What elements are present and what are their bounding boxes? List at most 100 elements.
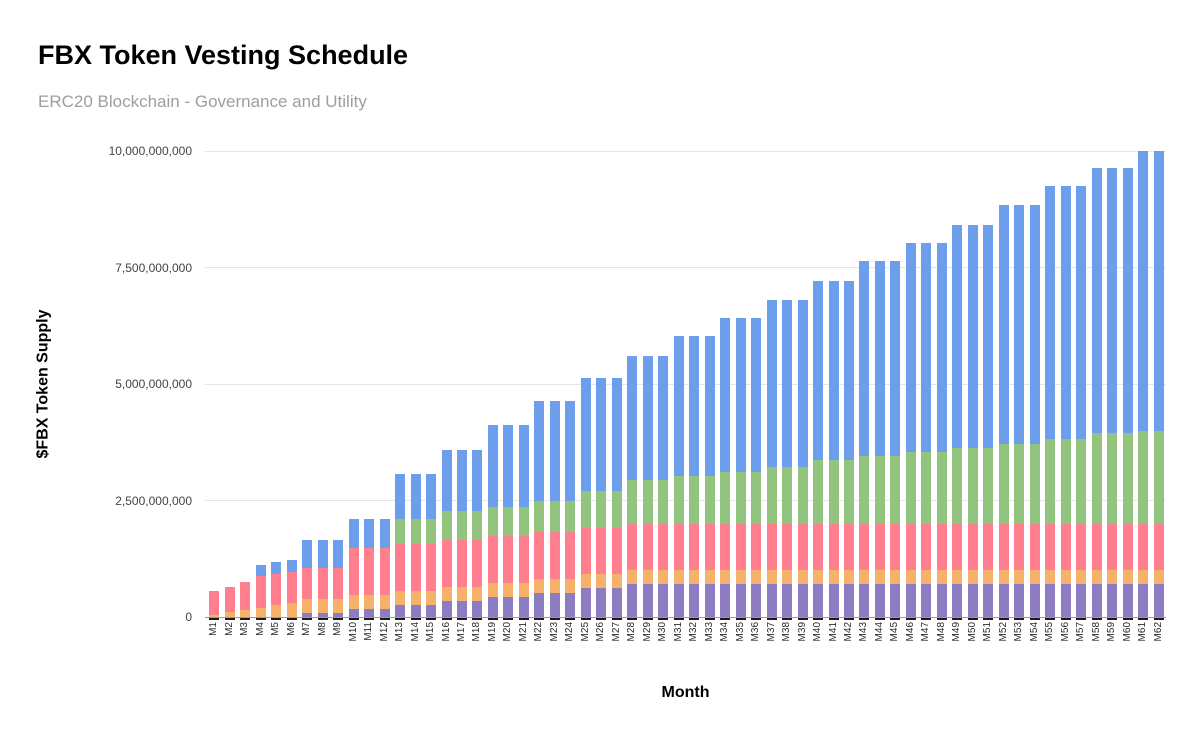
x-axis-tick xyxy=(921,618,932,620)
bar-segment-orange xyxy=(905,570,916,585)
x-tick-label: M49 xyxy=(951,622,963,642)
bar-segment-orange xyxy=(503,582,514,597)
bar-segment-blue xyxy=(967,224,978,449)
bar-segment-orange xyxy=(426,590,437,605)
bar-segment-purple xyxy=(828,584,839,617)
bar-segment-pink xyxy=(1029,523,1040,571)
x-axis-tick xyxy=(859,618,870,620)
bar-segment-pink xyxy=(271,574,282,606)
x-tick-label: M32 xyxy=(688,622,700,642)
bar-segment-purple xyxy=(797,584,808,617)
bar-segment-pink xyxy=(224,586,235,613)
bar-segment-blue xyxy=(936,242,947,453)
bar-segment-purple xyxy=(627,584,638,617)
bar-segment-pink xyxy=(1076,523,1087,571)
x-tick-label: M1 xyxy=(208,622,220,636)
x-tick-label: M53 xyxy=(1013,622,1025,642)
bar-segment-blue xyxy=(1060,186,1071,439)
x-axis-tick xyxy=(348,618,359,620)
bar-segment-pink xyxy=(1122,523,1133,571)
bar-segment-orange xyxy=(441,586,452,601)
x-tick-label: M18 xyxy=(471,622,483,642)
bar-segment-orange xyxy=(286,603,297,617)
bar-segment-green xyxy=(689,476,700,524)
x-tick-label: M24 xyxy=(564,622,576,642)
bar-segment-orange xyxy=(410,590,421,605)
bar-segment-pink xyxy=(1107,523,1118,571)
x-axis-tick xyxy=(642,618,653,620)
bar-segment-blue xyxy=(1014,205,1025,444)
bar-segment-green xyxy=(843,460,854,524)
bar-segment-green xyxy=(813,460,824,524)
x-tick-label: M10 xyxy=(347,622,359,642)
bar-segment-blue xyxy=(317,539,328,568)
x-tick-label: M45 xyxy=(889,622,901,642)
y-axis-title-box: $FBX Token Supply xyxy=(30,151,58,617)
x-tick-label: M11 xyxy=(363,622,375,641)
x-axis-tick xyxy=(271,618,282,620)
x-tick-label: M50 xyxy=(966,622,978,642)
x-tick-label: M19 xyxy=(486,622,498,642)
bar-segment-blue xyxy=(627,356,638,481)
bar-segment-blue xyxy=(782,299,793,467)
bar-segment-blue xyxy=(534,401,545,502)
bar-segment-orange xyxy=(224,612,235,617)
bar-segment-orange xyxy=(1138,570,1149,585)
x-tick-label: M30 xyxy=(657,622,669,642)
bar-segment-blue xyxy=(379,518,390,549)
bar-segment-purple xyxy=(1138,584,1149,617)
x-tick-label: M16 xyxy=(440,622,452,642)
bar-segment-orange xyxy=(813,570,824,585)
bar-segment-orange xyxy=(720,570,731,585)
bar-segment-pink xyxy=(782,523,793,571)
bar-segment-blue xyxy=(797,299,808,467)
bar-segment-pink xyxy=(905,523,916,571)
bar-segment-pink xyxy=(565,531,576,579)
bar-segment-blue xyxy=(905,242,916,453)
x-axis-tick xyxy=(1138,618,1149,620)
x-tick-label: M20 xyxy=(502,622,514,642)
bar-segment-pink xyxy=(580,527,591,575)
gridline xyxy=(205,384,1166,385)
bar-segment-orange xyxy=(379,594,390,609)
bar-segment-green xyxy=(580,490,591,528)
bar-segment-purple xyxy=(983,584,994,617)
x-axis-tick xyxy=(689,618,700,620)
gridline xyxy=(205,500,1166,501)
x-axis-tick xyxy=(751,618,762,620)
bar-segment-blue xyxy=(720,318,731,473)
bar-segment-orange xyxy=(549,578,560,593)
bar-segment-purple xyxy=(720,584,731,617)
bar-segment-purple xyxy=(472,600,483,617)
bar-segment-purple xyxy=(689,584,700,617)
x-axis-tick xyxy=(797,618,808,620)
bar-segment-blue xyxy=(1107,167,1118,434)
bar-segment-pink xyxy=(255,576,266,608)
x-axis-tick xyxy=(317,618,328,620)
x-tick-label: M33 xyxy=(703,622,715,642)
bar-segment-pink xyxy=(487,536,498,583)
bar-segment-green xyxy=(642,480,653,524)
x-tick-label: M42 xyxy=(842,622,854,642)
bar-segment-blue xyxy=(1153,151,1164,431)
bar-segment-blue xyxy=(487,424,498,507)
bar-segment-orange xyxy=(828,570,839,585)
bar-segment-orange xyxy=(704,570,715,585)
x-tick-label: M7 xyxy=(301,622,313,636)
bar-segment-blue xyxy=(271,562,282,575)
bar-segment-green xyxy=(441,510,452,541)
x-tick-label: M59 xyxy=(1106,622,1118,642)
bar-segment-orange xyxy=(1091,570,1102,585)
bar-segment-pink xyxy=(936,523,947,571)
bar-segment-pink xyxy=(240,582,251,610)
bar-segment-purple xyxy=(441,600,452,617)
bar-segment-orange xyxy=(921,570,932,585)
bar-segment-pink xyxy=(1014,523,1025,571)
bar-segment-blue xyxy=(333,539,344,568)
x-axis-tick xyxy=(379,618,390,620)
y-tick-label: 5,000,000,000 xyxy=(115,377,192,391)
x-axis-tick xyxy=(611,618,622,620)
x-tick-label: M60 xyxy=(1121,622,1133,642)
x-axis-tick xyxy=(518,618,529,620)
bar-segment-purple xyxy=(456,600,467,617)
